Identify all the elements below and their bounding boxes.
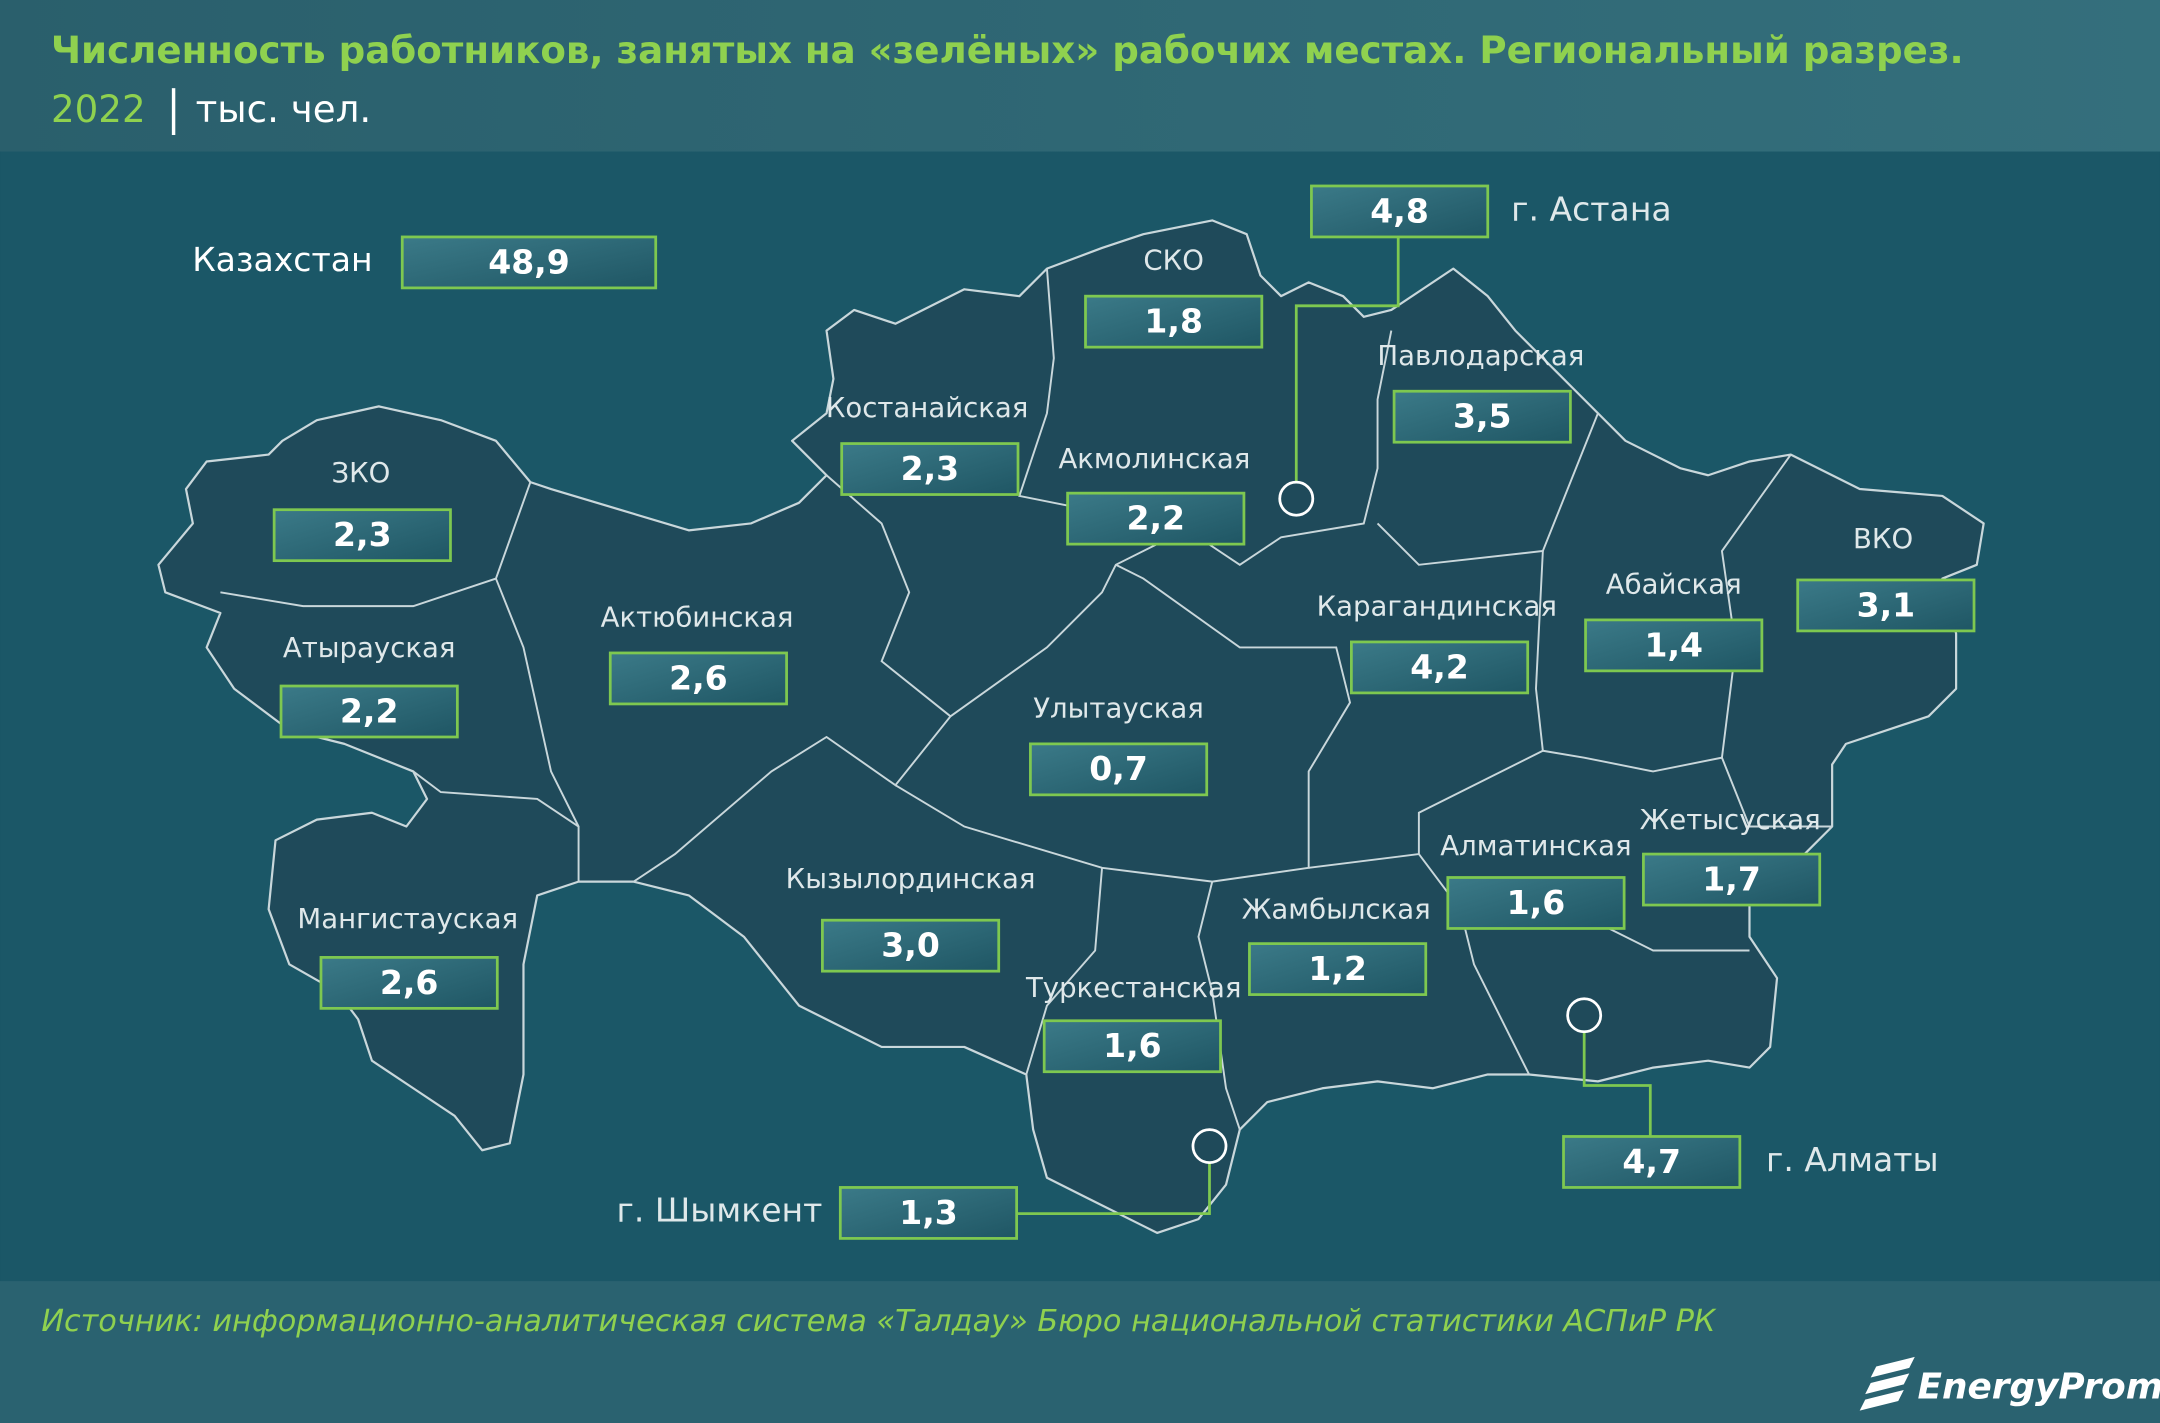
region-value: 48,9: [488, 242, 570, 281]
region-value: 1,2: [1308, 949, 1367, 988]
value-box: [1029, 742, 1209, 797]
region-name: СКО: [1143, 245, 1203, 277]
border: [894, 563, 1352, 883]
connector: [1018, 1162, 1211, 1215]
region-value: 2,3: [333, 515, 392, 554]
region-name: Актюбинская: [601, 602, 794, 634]
border: [1597, 922, 1750, 952]
value-box: [1066, 491, 1246, 546]
region-value: 4,8: [1370, 191, 1429, 230]
region-name: Карагандинская: [1317, 590, 1557, 622]
region-value: 1,6: [1507, 883, 1566, 922]
region-name: Жамбылская: [1242, 894, 1431, 926]
connector: [1294, 235, 1400, 483]
region-value: 2,2: [340, 691, 399, 730]
region-name: Алматинская: [1440, 830, 1631, 862]
region-name: Улытауская: [1033, 692, 1204, 724]
border: [1720, 454, 1792, 758]
region-name: Павлодарская: [1377, 340, 1584, 372]
value-box: [1248, 942, 1428, 996]
value-box: [1084, 294, 1264, 349]
value-box: [279, 684, 459, 739]
footer-bar: [0, 1281, 2160, 1423]
region-value: 2,2: [1126, 499, 1185, 538]
region-name: Атырауская: [283, 632, 456, 664]
border: [1308, 749, 1544, 869]
region-name: г. Астана: [1511, 189, 1672, 228]
header-bar: [0, 0, 2160, 152]
region-value: 0,7: [1089, 749, 1148, 788]
value-box: [1042, 1019, 1222, 1074]
region-value: 1,7: [1702, 859, 1761, 898]
region-value: 3,5: [1453, 397, 1512, 436]
value-box: [1584, 618, 1764, 673]
value-box: [1796, 578, 1976, 633]
value-box: [1349, 640, 1530, 695]
border: [1534, 550, 1833, 828]
value-box: [840, 442, 1020, 496]
value-box: [1310, 184, 1490, 239]
value-box: [838, 1186, 1019, 1240]
logo-icon: [1859, 1356, 1915, 1411]
logo-text: EnergyProm: [1918, 1367, 2160, 1408]
border: [220, 481, 532, 608]
city-marker: [1566, 997, 1603, 1034]
year: 2022: [51, 87, 146, 131]
unit: тыс. чел.: [196, 87, 372, 131]
connector: [1582, 1031, 1652, 1137]
logo: EnergyProm: [1859, 1356, 2160, 1411]
source: Источник: информационно-аналитическая си…: [41, 1304, 1717, 1339]
city-marker: [1278, 480, 1315, 517]
country-outline: [157, 219, 1985, 1235]
region-value: 3,1: [1857, 585, 1916, 624]
border: [1025, 867, 1104, 1075]
region-value: 1,3: [899, 1193, 958, 1232]
value-box: [1392, 389, 1572, 444]
value-box: [1642, 852, 1822, 907]
region-value: 1,4: [1644, 625, 1703, 664]
region-value: 2,6: [669, 658, 728, 697]
region-name: Туркестанская: [1025, 972, 1242, 1004]
border: [412, 770, 580, 828]
region-name: Кызылординская: [786, 863, 1036, 895]
region-name: Мангистауская: [297, 903, 518, 935]
region-value: 3,0: [881, 926, 940, 965]
value-box: [1446, 876, 1626, 930]
region-name: Костанайская: [826, 392, 1029, 424]
title: Численность работников, занятых на «зелё…: [51, 28, 1964, 72]
region-name: ЗКО: [331, 457, 390, 489]
region-value: 2,6: [380, 963, 439, 1002]
region-name: Абайская: [1606, 568, 1742, 600]
value-box: [608, 651, 788, 706]
value-box: [272, 508, 452, 563]
border: [633, 474, 952, 883]
value-box: [319, 956, 499, 1010]
city-marker: [1191, 1128, 1228, 1165]
region-labels: Казахстан 48,9 СКО 1,8 г. Астана 4,8 Павлодарс…: [192, 184, 1976, 1240]
value-box: [400, 235, 658, 290]
region-name: г. Алматы: [1766, 1140, 1939, 1179]
region-value: 1,6: [1103, 1026, 1162, 1065]
region-value: 2,3: [901, 449, 960, 488]
value-box: [1562, 1135, 1742, 1189]
region-name: г. Шымкент: [617, 1191, 823, 1230]
region-name: Акмолинская: [1058, 443, 1250, 475]
border: [1197, 881, 1241, 1130]
region-name: ВКО: [1853, 523, 1913, 555]
region-value: 4,2: [1410, 647, 1469, 686]
region-name: Жетысуская: [1640, 804, 1821, 836]
region-value: 4,7: [1622, 1142, 1681, 1181]
region-value: 1,8: [1144, 302, 1203, 341]
border: [1197, 330, 1393, 566]
border: [495, 578, 580, 882]
region-name: Казахстан: [192, 240, 372, 279]
value-box: [821, 918, 1001, 973]
